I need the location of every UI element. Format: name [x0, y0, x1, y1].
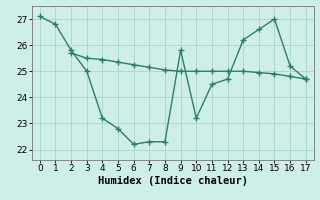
X-axis label: Humidex (Indice chaleur): Humidex (Indice chaleur) — [98, 176, 248, 186]
